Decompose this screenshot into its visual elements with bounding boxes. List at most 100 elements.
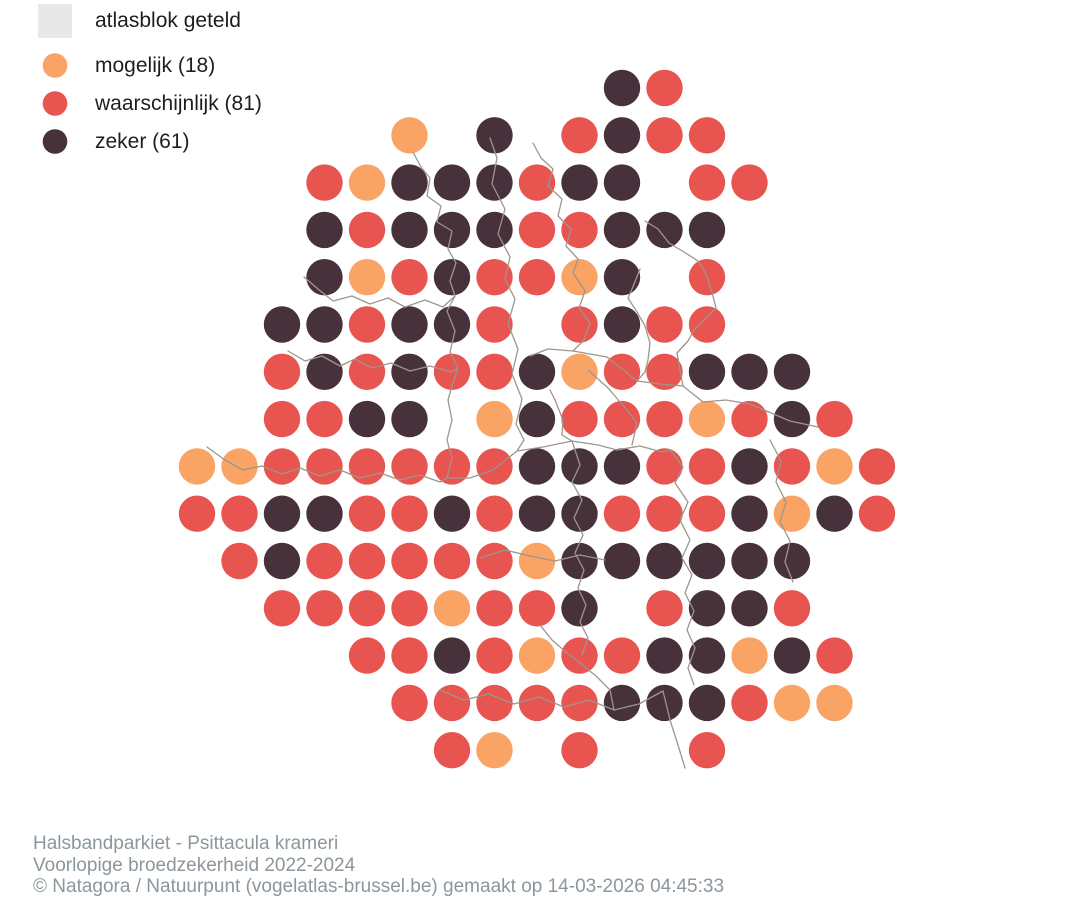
atlas-dot-zeker [773, 353, 811, 390]
atlas-dot-zeker [646, 637, 683, 674]
atlas-dot-mogelijk [688, 400, 726, 438]
legend-label-atlasblok: atlasblok geteld [95, 9, 241, 32]
atlas-dot-waarschijnlijk [348, 211, 386, 249]
atlas-dot-waarschijnlijk [263, 353, 301, 390]
atlas-dot-waarschijnlijk [688, 164, 726, 201]
caption-credits: © Natagora / Natuurpunt (vogelatlas-brus… [33, 876, 725, 897]
atlas-dot-mogelijk [391, 117, 428, 154]
atlas-dot-zeker [433, 637, 471, 674]
atlas-dot-mogelijk [518, 637, 556, 674]
municipal-boundary-line [489, 137, 525, 452]
municipal-boundary-line [439, 689, 664, 711]
atlas-dot-zeker [476, 117, 513, 154]
atlas-dot-waarschijnlijk [518, 684, 556, 722]
zeker-swatch-circle [42, 129, 68, 154]
atlas-dot-zeker [603, 542, 641, 580]
atlas-dot-waarschijnlijk [433, 732, 471, 769]
atlas-dot-zeker [688, 637, 726, 674]
atlas-dot-zeker [561, 495, 598, 532]
atlas-dot-waarschijnlijk [476, 637, 513, 674]
atlas-dot-waarschijnlijk [433, 684, 471, 722]
municipal-boundary-line [206, 446, 448, 483]
atlas-dot-waarschijnlijk [221, 495, 258, 532]
atlas-dot-zeker [603, 164, 641, 201]
legend-label-zeker: zeker (61) [95, 129, 190, 153]
legend-item-atlasblok: atlasblok geteld [38, 4, 241, 38]
atlas-dot-waarschijnlijk [518, 211, 556, 249]
atlas-dot-zeker [306, 495, 343, 532]
atlas-dot-zeker [433, 259, 471, 296]
atlas-dot-waarschijnlijk [391, 259, 428, 296]
atlas-dot-zeker [263, 542, 301, 580]
atlas-dot-zeker [306, 306, 343, 343]
atlas-dot-waarschijnlijk [603, 353, 641, 390]
atlas-dot-zeker [731, 542, 768, 580]
footer-caption: Halsbandparkiet - Psittacula krameri Voo… [33, 833, 724, 898]
caption-species: Halsbandparkiet - Psittacula krameri [33, 833, 339, 854]
atlas-dot-zeker [561, 164, 598, 201]
atlas-dot-zeker [476, 211, 513, 249]
atlas-dot-waarschijnlijk [518, 590, 556, 627]
atlas-dot-waarschijnlijk [773, 448, 811, 485]
atlas-dot-mogelijk [518, 542, 556, 580]
atlas-dot-zeker [433, 495, 471, 532]
atlas-dot-mogelijk [816, 684, 853, 722]
atlas-dot-zeker [391, 400, 428, 438]
atlas-dot-zeker [391, 306, 428, 343]
legend-item-zeker: zeker (61) [38, 129, 190, 154]
atlas-dot-zeker [688, 684, 726, 722]
atlas-dot-waarschijnlijk [348, 448, 386, 485]
atlas-dot-zeker [646, 211, 683, 249]
atlas-dot-waarschijnlijk [646, 306, 683, 343]
atlas-dot-waarschijnlijk [518, 259, 556, 296]
legend-item-waarschijnlijk: waarschijnlijk (81) [38, 91, 262, 116]
atlas-dot-zeker [603, 259, 641, 296]
atlas-dot-waarschijnlijk [646, 117, 683, 154]
atlas-dot-mogelijk [221, 448, 258, 485]
atlas-dot-zeker [603, 306, 641, 343]
atlas-dot-waarschijnlijk [476, 684, 513, 722]
atlas-dot-waarschijnlijk [348, 306, 386, 343]
atlas-dot-zeker [561, 590, 598, 627]
atlas-dot-waarschijnlijk [348, 495, 386, 532]
atlas-dot-waarschijnlijk [433, 542, 471, 580]
atlas-dot-waarschijnlijk [646, 495, 683, 532]
municipal-boundary-line [287, 350, 459, 373]
atlas-dot-waarschijnlijk [731, 400, 768, 438]
atlas-dot-mogelijk [348, 259, 386, 296]
atlas-dot-zeker [391, 353, 428, 390]
atlas-dot-waarschijnlijk [561, 211, 598, 249]
atlas-dot-zeker [603, 448, 641, 485]
atlas-dot-waarschijnlijk [391, 637, 428, 674]
atlas-dot-mogelijk [348, 164, 386, 201]
atlas-dot-waarschijnlijk [263, 400, 301, 438]
atlas-dot-zeker [603, 69, 641, 107]
atlas-dot-zeker [773, 400, 811, 438]
atlas-dot-waarschijnlijk [476, 590, 513, 627]
atlas-dot-zeker [433, 164, 471, 201]
atlas-dot-waarschijnlijk [646, 69, 683, 107]
municipal-boundary-line [539, 624, 615, 711]
atlas-dot-mogelijk [731, 637, 768, 674]
municipal-boundary-line [303, 276, 456, 308]
atlas-dot-waarschijnlijk [476, 448, 513, 485]
atlas-dot-waarschijnlijk [476, 495, 513, 532]
atlas-dot-waarschijnlijk [178, 495, 216, 532]
atlas-dot-waarschijnlijk [561, 637, 598, 674]
atlas-dot-waarschijnlijk [476, 306, 513, 343]
atlas-dot-zeker [518, 495, 556, 532]
atlas-dot-zeker [773, 542, 811, 580]
atlas-dot-waarschijnlijk [688, 448, 726, 485]
atlas-dot-waarschijnlijk [603, 495, 641, 532]
municipal-boundary-line [627, 268, 651, 382]
atlas-dot-zeker [688, 211, 726, 249]
legend-label-waarschijnlijk: waarschijnlijk (81) [95, 91, 262, 115]
atlas-dot-zeker [476, 164, 513, 201]
atlas-dot-zeker [603, 684, 641, 722]
atlas-dot-waarschijnlijk [518, 164, 556, 201]
atlas-dot-waarschijnlijk [561, 400, 598, 438]
atlas-dot-waarschijnlijk [858, 495, 896, 532]
atlas-dot-mogelijk [433, 590, 471, 627]
